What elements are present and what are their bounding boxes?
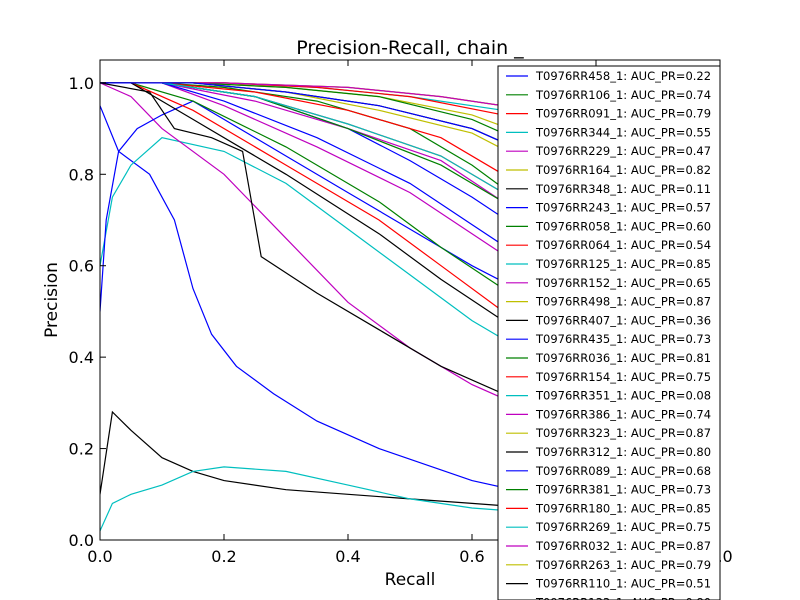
y-axis-label: Precision: [42, 262, 62, 338]
x-tick-label: 0.0: [87, 547, 112, 566]
legend-entry: T0976RR229_1: AUC_PR=0.47: [535, 144, 711, 158]
legend-entry: T0976RR110_1: AUC_PR=0.51: [535, 577, 711, 591]
y-tick-label: 0.8: [69, 165, 94, 184]
legend-entry: T0976RR064_1: AUC_PR=0.54: [535, 238, 711, 252]
y-tick-label: 0.6: [69, 257, 94, 276]
legend-entry: T0976RR323_1: AUC_PR=0.87: [535, 426, 711, 440]
y-tick-label: 1.0: [69, 74, 94, 93]
x-tick-label: 0.2: [211, 547, 236, 566]
legend-entry: T0976RR458_1: AUC_PR=0.22: [535, 69, 711, 83]
legend-entry: T0976RR344_1: AUC_PR=0.55: [535, 125, 711, 139]
legend-entry: T0976RR180_1: AUC_PR=0.85: [535, 501, 711, 515]
legend-entry: T0976RR348_1: AUC_PR=0.11: [535, 182, 711, 196]
legend-entry: T0976RR152_1: AUC_PR=0.65: [535, 276, 711, 290]
legend-entry: T0976RR032_1: AUC_PR=0.87: [535, 539, 711, 553]
legend: T0976RR458_1: AUC_PR=0.22 T0976RR106_1: A…: [497, 65, 721, 600]
legend-entry: T0976RR498_1: AUC_PR=0.87: [535, 295, 711, 309]
legend-entry: T0976RR243_1: AUC_PR=0.57: [535, 201, 711, 215]
legend-entry: T0976RR036_1: AUC_PR=0.81: [535, 351, 711, 365]
legend-entry: T0976RR154_1: AUC_PR=0.75: [535, 370, 711, 384]
legend-entry: T0976RR269_1: AUC_PR=0.75: [535, 520, 711, 534]
legend-entry: T0976RR058_1: AUC_PR=0.60: [535, 219, 711, 233]
legend-entry: T0976RR435_1: AUC_PR=0.73: [535, 332, 711, 346]
legend-entry: T0976RR106_1: AUC_PR=0.74: [535, 88, 711, 102]
x-tick-label: 0.6: [459, 547, 484, 566]
legend-entry: T0976RR125_1: AUC_PR=0.85: [535, 257, 711, 271]
legend-entry: T0976RR091_1: AUC_PR=0.79: [535, 107, 711, 121]
legend-entry: T0976RR089_1: AUC_PR=0.68: [535, 464, 711, 478]
x-tick-label: 0.4: [335, 547, 360, 566]
y-tick-label: 0.0: [69, 531, 94, 550]
legend-entry: T0976RR312_1: AUC_PR=0.80: [535, 445, 711, 459]
series-line-1: [100, 105, 720, 523]
legend-entry: T0976RR407_1: AUC_PR=0.36: [535, 313, 711, 327]
legend-entry: T0976RR386_1: AUC_PR=0.74: [535, 407, 711, 421]
y-tick-label: 0.2: [69, 440, 94, 459]
legend-entry: T0976RR133_1: AUC_PR=0.80: [535, 595, 711, 600]
chart-title: Precision-Recall, chain _: [296, 37, 524, 59]
series-line-7: [100, 410, 720, 518]
legend-entry: T0976RR381_1: AUC_PR=0.73: [535, 483, 711, 497]
legend-box: [497, 65, 721, 600]
legend-entry: T0976RR351_1: AUC_PR=0.08: [535, 389, 711, 403]
legend-entry: T0976RR164_1: AUC_PR=0.82: [535, 163, 711, 177]
legend-entry: T0976RR263_1: AUC_PR=0.79: [535, 558, 711, 572]
y-axis: 0.0 0.2 0.4 0.6 0.8 1.0: [69, 74, 720, 550]
series-line-18: [100, 466, 720, 532]
series-line-8: [100, 100, 720, 386]
y-tick-label: 0.4: [69, 348, 94, 367]
x-axis-label: Recall: [385, 570, 436, 590]
